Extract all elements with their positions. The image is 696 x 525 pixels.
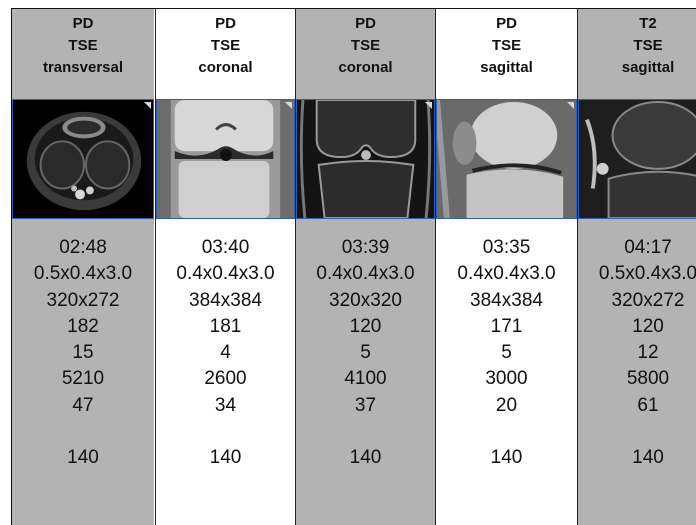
field-of-view: 140 [209,447,242,469]
matrix: 320x320 [329,289,402,311]
field-of-view: 140 [349,447,382,469]
repetition-time: 3000 [485,368,528,390]
repetition-time: 2600 [204,368,247,390]
acquisition-time: 03:39 [341,237,390,258]
turbo-factor: 15 [72,342,94,364]
field-of-view: 140 [632,447,664,469]
turbo-factor: 5 [360,342,371,364]
column-header: PD TSE coronal [156,9,295,99]
column-pd-tse-coronal-2: PD TSE coronal 03:39 0.4x0.4x3.0 320x320… [295,9,435,525]
bandwidth: 181 [209,315,242,337]
sequence-orientation: sagittal [480,59,533,76]
repetition-time: 5210 [61,368,105,390]
echo-time: 34 [214,394,237,416]
sequence-type: TSE [350,37,381,54]
mri-knee-coronal-fatsat-image[interactable] [296,99,435,219]
corner-marker-icon [285,102,292,109]
sequence-type: TSE [633,37,663,54]
acquisition-time: 03:35 [482,237,531,258]
voxel-size: 0.5x0.4x3.0 [598,263,696,285]
sequence-orientation: transversal [42,59,124,76]
column-pd-tse-coronal: PD TSE coronal 03:40 0.4x0.4x3.0 384x384… [155,9,295,525]
parameter-values: 02:48 0.5x0.4x3.0 320x272 182 15 5210 47… [12,235,164,472]
voxel-size: 0.4x0.4x3.0 [176,263,275,285]
acquisition-time: 03:40 [201,237,250,258]
matrix: 320x272 [611,289,685,311]
voxel-size: 0.4x0.4x3.0 [316,263,415,285]
echo-time: 61 [637,394,659,416]
field-of-view: 140 [490,447,523,469]
column-header: PD TSE coronal [296,9,435,99]
parameter-values: 03:39 0.4x0.4x3.0 320x320 120 5 4100 37 … [286,235,445,472]
column-pd-tse-sagittal: PD TSE sagittal 03:35 0.4x0.4x3.0 384x38… [435,9,577,525]
sequence-weighting: T2 [639,15,657,32]
sequence-weighting: PD [215,15,236,32]
sequence-type: TSE [68,37,98,54]
matrix: 320x272 [46,289,120,311]
sequence-type: TSE [210,37,241,54]
acquisition-time: 02:48 [59,237,107,258]
turbo-factor: 4 [220,342,231,364]
voxel-size: 0.4x0.4x3.0 [457,263,556,285]
corner-marker-icon [144,102,151,109]
bandwidth: 182 [67,315,99,337]
bandwidth: 171 [490,315,523,337]
sequence-weighting: PD [72,15,94,32]
protocol-table: PD TSE transversal 02:48 0.5x0.4x3.0 320… [11,8,696,525]
sequence-weighting: PD [496,15,517,32]
corner-marker-icon [425,102,432,109]
turbo-factor: 12 [637,342,659,364]
turbo-factor: 5 [501,342,512,364]
parameter-values: 03:40 0.4x0.4x3.0 384x384 181 4 2600 34 … [146,235,305,472]
matrix: 384x384 [470,289,543,311]
bandwidth: 120 [349,315,382,337]
echo-time: 37 [354,394,377,416]
column-header: T2 TSE sagittal [578,9,696,99]
mri-knee-sagittal-image[interactable] [436,99,577,219]
sequence-type: TSE [491,37,522,54]
echo-time: 20 [495,394,518,416]
column-t2-tse-sagittal: T2 TSE sagittal 04:17 0.5x0.4x3.0 320x27… [577,9,696,525]
mri-knee-sagittal-t2-image[interactable] [578,99,696,219]
parameter-values: 04:17 0.5x0.4x3.0 320x272 120 12 5800 61… [568,235,696,472]
column-header: PD TSE sagittal [436,9,577,99]
voxel-size: 0.5x0.4x3.0 [33,263,133,285]
repetition-time: 4100 [344,368,387,390]
column-pd-tse-transversal: PD TSE transversal 02:48 0.5x0.4x3.0 320… [12,9,154,525]
mri-knee-coronal-image[interactable] [156,99,295,219]
bandwidth: 120 [632,315,664,337]
echo-time: 47 [72,394,94,416]
sequence-orientation: coronal [198,59,253,76]
corner-marker-icon [567,102,574,109]
matrix: 384x384 [189,289,262,311]
parameter-values: 03:35 0.4x0.4x3.0 384x384 171 5 3000 20 … [426,235,587,472]
repetition-time: 5800 [626,368,670,390]
acquisition-time: 04:17 [624,237,672,258]
sequence-orientation: sagittal [621,59,675,76]
sequence-orientation: coronal [338,59,393,76]
mri-knee-transversal-image[interactable] [12,99,154,219]
sequence-weighting: PD [355,15,376,32]
column-header: PD TSE transversal [12,9,154,99]
field-of-view: 140 [67,447,99,469]
